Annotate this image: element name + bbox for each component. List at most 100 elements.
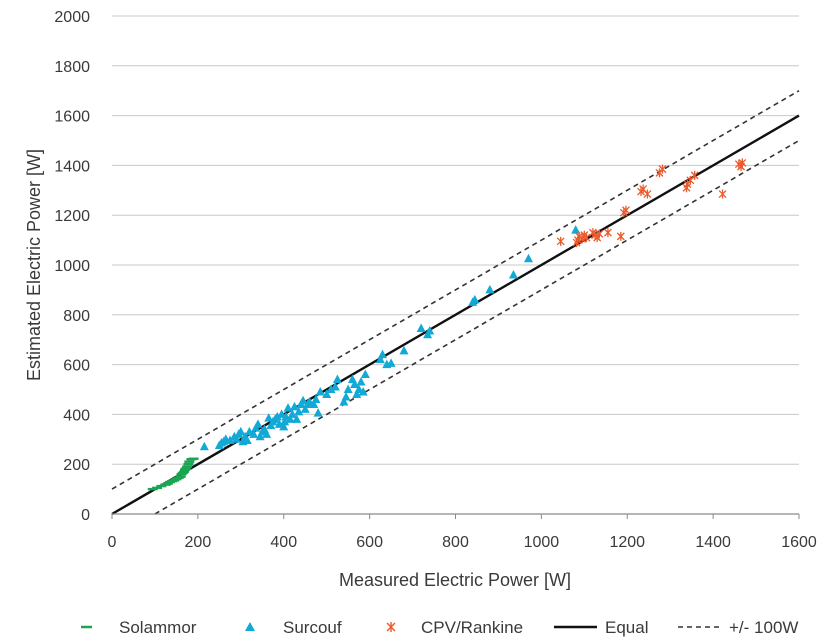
legend-label-cpv-rankine: CPV/Rankine	[421, 618, 523, 637]
data-point-surcouf-32	[285, 414, 295, 423]
data-point-surcouf-71	[508, 269, 518, 279]
data-point-surcouf-14	[249, 429, 259, 438]
x-tick-label-1200: 1200	[609, 534, 645, 551]
data-point-surcouf-67	[425, 325, 435, 335]
data-point-surcouf-72	[523, 253, 533, 263]
data-point-surcouf-17	[255, 431, 265, 441]
y-tick-label-400: 400	[63, 407, 90, 424]
data-point-surcouf-59	[360, 369, 370, 379]
reference-lines-layer	[111, 90, 800, 516]
legend-marker-cpv-rankine	[386, 622, 396, 632]
data-point-surcouf-21	[264, 413, 274, 422]
data-point-surcouf-28	[279, 421, 289, 431]
data-point-surcouf-50	[339, 396, 349, 406]
data-point-surcouf-9	[236, 426, 246, 436]
data-point-cpv-rankine-10	[595, 229, 604, 239]
data-point-cpv-rankine-19	[658, 164, 667, 174]
data-point-surcouf-20	[262, 429, 272, 438]
data-point-surcouf-45	[315, 386, 325, 396]
data-point-surcouf-65	[416, 323, 426, 332]
y-tick-label-1200: 1200	[54, 208, 90, 225]
data-point-surcouf-61	[378, 349, 388, 359]
data-point-surcouf-34	[289, 401, 299, 411]
data-point-surcouf-16	[253, 419, 263, 428]
data-point-surcouf-0	[199, 441, 209, 451]
grid-layer	[112, 15, 799, 465]
y-axis-title: Estimated Electric Power [W]	[24, 149, 44, 381]
y-tick-label-0: 0	[81, 507, 90, 524]
data-point-surcouf-73	[571, 225, 581, 234]
x-tick-label-800: 800	[442, 534, 469, 551]
data-point-surcouf-44	[313, 408, 323, 417]
legend: Solammor Surcouf CPV/Rankine Equal +/- 1…	[81, 618, 798, 637]
data-point-surcouf-54	[350, 379, 360, 389]
data-point-surcouf-25	[272, 411, 282, 421]
data-point-surcouf-43	[311, 394, 321, 403]
data-point-cpv-rankine-14	[622, 205, 630, 215]
legend-item-surcouf: Surcouf	[245, 618, 342, 637]
data-point-surcouf-31	[283, 403, 293, 412]
x-tick-label-1000: 1000	[524, 534, 560, 551]
data-point-surcouf-49	[332, 374, 342, 384]
x-axis-title: Measured Electric Power [W]	[339, 570, 571, 590]
data-point-cpv-rankine-0	[556, 236, 565, 246]
data-point-surcouf-29	[280, 416, 290, 426]
data-point-surcouf-39	[300, 404, 310, 413]
data-point-surcouf-64	[399, 345, 409, 355]
axis-layer	[111, 513, 800, 519]
legend-item-equal: Equal	[554, 618, 648, 637]
y-tick-label-800: 800	[63, 308, 90, 325]
data-point-cpv-rankine-12	[616, 231, 625, 241]
data-point-surcouf-55	[352, 389, 362, 398]
data-point-surcouf-52	[343, 384, 353, 393]
data-point-cpv-rankine-23	[690, 170, 699, 180]
data-point-surcouf-35	[292, 414, 302, 423]
legend-label-equal: Equal	[605, 618, 648, 637]
reference-line-100w-1	[111, 90, 800, 490]
data-point-surcouf-63	[386, 358, 396, 367]
x-tick-label-1600: 1600	[781, 534, 817, 551]
y-tick-label-1400: 1400	[54, 158, 90, 175]
legend-label-solammor: Solammor	[119, 618, 197, 637]
data-point-surcouf-58	[358, 386, 368, 396]
data-point-surcouf-57	[356, 377, 366, 386]
data-points-layer	[147, 158, 747, 491]
reference-line-100w-2	[154, 139, 800, 515]
data-point-surcouf-33	[287, 409, 297, 418]
legend-item-plus-minus-100w: +/- 100W	[678, 618, 798, 637]
data-point-surcouf-48	[330, 382, 340, 391]
x-tick-label-200: 200	[185, 534, 212, 551]
data-point-surcouf-38	[298, 395, 308, 405]
y-tick-label-1600: 1600	[54, 109, 90, 126]
data-point-surcouf-51	[341, 391, 351, 401]
y-tick-label-200: 200	[63, 457, 90, 474]
data-point-cpv-rankine-6	[582, 233, 591, 243]
data-point-cpv-rankine-17	[643, 189, 652, 199]
data-point-surcouf-70	[485, 284, 495, 294]
data-point-surcouf-69	[470, 294, 480, 304]
x-tick-label-0: 0	[108, 534, 117, 551]
data-point-cpv-rankine-24	[718, 189, 727, 199]
data-point-surcouf-47	[326, 384, 336, 393]
legend-label-plus-minus-100w: +/- 100W	[729, 618, 798, 637]
x-tick-label-600: 600	[356, 534, 383, 551]
data-point-surcouf-42	[309, 399, 319, 408]
tick-labels-layer: 0 200 400 600 800 1000 1200 1400 1600 1800 2000 0 20…	[54, 9, 816, 551]
data-point-surcouf-60	[375, 354, 385, 364]
data-point-surcouf-36	[294, 406, 304, 416]
x-tick-label-400: 400	[270, 534, 297, 551]
y-tick-label-600: 600	[63, 358, 90, 375]
data-point-surcouf-7	[232, 434, 242, 443]
data-point-surcouf-12	[242, 435, 252, 445]
legend-label-surcouf: Surcouf	[283, 618, 342, 637]
y-tick-label-2000: 2000	[54, 9, 90, 26]
y-tick-label-1000: 1000	[54, 258, 90, 275]
x-tick-label-1400: 1400	[695, 534, 731, 551]
legend-item-cpv-rankine: CPV/Rankine	[386, 618, 523, 637]
legend-item-solammor: Solammor	[81, 618, 197, 637]
data-point-surcouf-5	[225, 435, 235, 445]
y-tick-label-1800: 1800	[54, 59, 90, 76]
data-point-surcouf-46	[322, 389, 332, 398]
data-point-cpv-rankine-27	[738, 158, 747, 168]
legend-marker-surcouf	[245, 622, 255, 631]
